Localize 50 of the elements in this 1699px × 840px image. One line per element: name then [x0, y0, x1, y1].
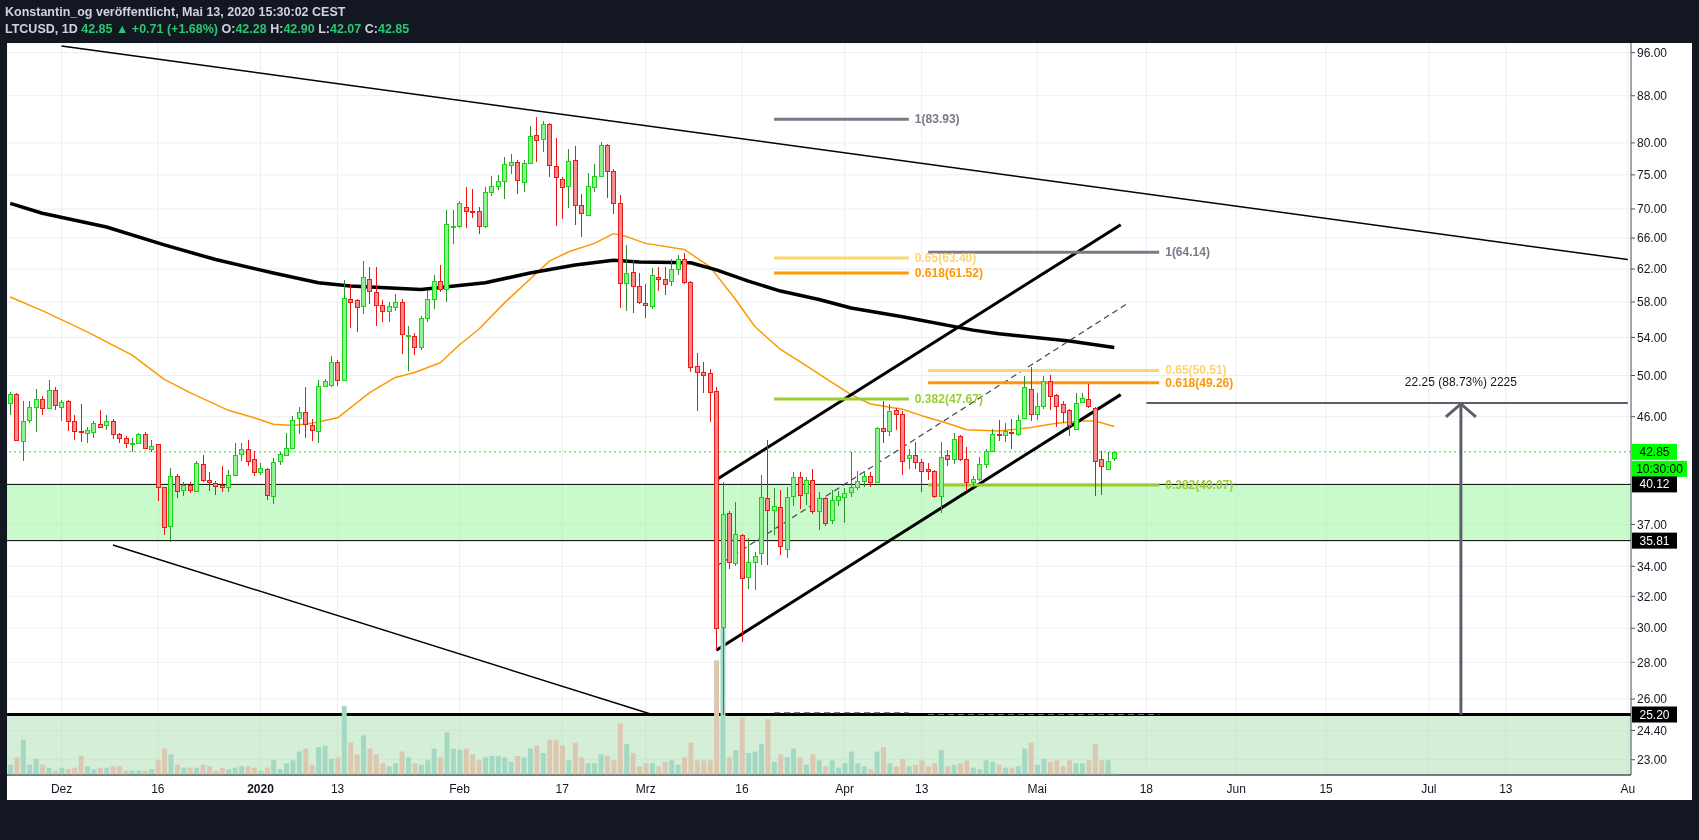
x-tick-label: Apr: [835, 782, 855, 796]
y-tick-label: 46.00: [1637, 409, 1668, 424]
x-tick-label: Feb: [449, 782, 471, 796]
y-tick-label: 75.00: [1637, 168, 1668, 183]
series-label: 0.618(61.52): [914, 265, 983, 280]
chart-title: Konstantin_og veröffentlicht, Mai 13, 2020 15:30:02 CEST: [5, 4, 347, 21]
y-tick-label: 66.00: [1637, 231, 1668, 246]
y-tick-label: 54.00: [1637, 330, 1668, 345]
y-tick-label: 70.00: [1637, 202, 1668, 217]
y-tick-label: 37.00: [1637, 517, 1668, 532]
x-tick-label: 18: [1139, 782, 1154, 796]
x-tick-label: 13: [1499, 782, 1513, 796]
text: LTCUSD, 1D 42.85 ▲ +0.71 (+1.68%) O:42.28 H:42.90 L:42.07 C:42.85: [5, 22, 410, 36]
series-label: 0.382(47.67): [914, 392, 983, 407]
x-tick-label: 15: [1319, 782, 1334, 796]
y-tick-label: 34.00: [1637, 559, 1668, 574]
x-tick-label: 2020: [247, 782, 275, 796]
y-tick-label: 26.00: [1637, 692, 1668, 707]
y-tick-label: 88.00: [1637, 89, 1668, 104]
x-tick-label: Au: [1620, 782, 1636, 796]
ref-line-label: 25.20: [1639, 707, 1670, 722]
y-tick-label: 80.00: [1637, 136, 1668, 151]
y-tick-label: 50.00: [1637, 368, 1668, 383]
x-tick-label: Mrz: [635, 782, 656, 796]
x-tick-label: 13: [915, 782, 929, 796]
y-tick-label: 23.00: [1637, 752, 1668, 767]
x-tick-label: Mai: [1027, 782, 1047, 796]
ref-line-label: 40.12: [1639, 477, 1670, 492]
series-label: 1(83.93): [914, 112, 960, 127]
y-tick-label: 28.00: [1637, 655, 1668, 670]
ref-line-label: 35.81: [1639, 533, 1670, 548]
y-tick-label: 24.40: [1637, 723, 1668, 738]
text: 10:30:00: [1636, 461, 1684, 476]
y-tick-label: 58.00: [1637, 295, 1668, 310]
annotation: 22.25 (88.73%) 2225: [1404, 374, 1518, 389]
x-tick-label: Jul: [1421, 782, 1437, 796]
series-label: 0.65(63.40): [914, 250, 977, 265]
x-tick-label: 16: [735, 782, 749, 796]
x-tick-label: Jun: [1226, 782, 1246, 796]
x-tick-label: 17: [555, 782, 570, 796]
x-tick-label: Dez: [50, 782, 73, 796]
y-tick-label: 62.00: [1637, 262, 1668, 277]
y-tick-label: 32.00: [1637, 589, 1668, 604]
x-tick-label: 13: [330, 782, 345, 796]
x-tick-label: 16: [151, 782, 165, 796]
y-tick-label: 96.00: [1637, 45, 1668, 60]
series-label: 1(64.14): [1165, 245, 1210, 260]
ref-line-label: 42.85: [1639, 444, 1670, 459]
series-label: 0.65(50.51): [1165, 363, 1227, 378]
y-tick-label: 30.00: [1637, 621, 1668, 636]
